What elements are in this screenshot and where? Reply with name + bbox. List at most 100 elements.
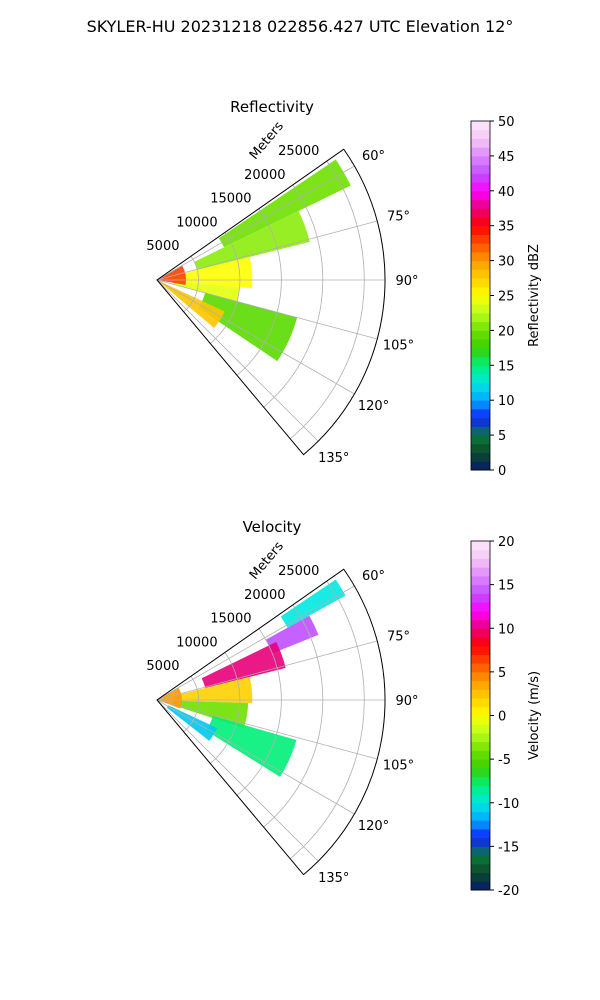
range-ring	[289, 160, 365, 440]
colorbar-swatch	[471, 129, 490, 139]
azimuth-gridline	[156, 640, 378, 701]
colorbar-swatch	[471, 628, 490, 638]
colorbar-swatch	[471, 776, 490, 786]
colorbar-swatch	[471, 575, 490, 586]
colorbar-swatch	[471, 417, 490, 427]
range-ring	[210, 652, 241, 764]
colorbar-swatch	[471, 461, 490, 471]
echo-region	[173, 281, 240, 302]
colorbar-swatch	[471, 820, 490, 830]
colorbar-swatch	[471, 584, 490, 594]
radar-data	[157, 579, 346, 777]
range-tick-label: 25000	[278, 144, 319, 159]
range-tick-label: 5000	[146, 239, 179, 254]
colorbar-swatch	[471, 741, 490, 751]
azimuth-tick-label: 120°	[358, 399, 389, 414]
range-ring	[183, 675, 199, 733]
azimuth-gridline	[156, 279, 319, 442]
colorbar-swatch	[471, 121, 490, 131]
colorbar-swatch	[471, 541, 490, 551]
colorbar-swatch	[471, 610, 490, 621]
colorbar-tick-label: -20	[498, 884, 519, 899]
azimuth-gridline	[156, 699, 378, 760]
colorbar-swatch	[471, 225, 490, 235]
colorbar-tick-label: 10	[498, 622, 515, 637]
colorbar-swatch	[471, 767, 490, 778]
colorbar-tick-label: 0	[498, 710, 506, 725]
colorbar-swatch	[471, 680, 490, 690]
echo-region	[173, 676, 253, 704]
colorbar-swatch	[471, 863, 490, 874]
range-ring	[236, 628, 282, 796]
range-tick-label: 10000	[176, 635, 217, 650]
range-tick-label: 5000	[146, 659, 179, 674]
range-ring	[236, 208, 282, 376]
colorbar-swatch	[471, 330, 490, 340]
colorbar-swatch	[471, 759, 490, 769]
colorbar-tick-label: 15	[498, 579, 515, 594]
colorbar-label: Reflectivity dBZ	[527, 244, 542, 347]
colorbar-tick-label: -10	[498, 797, 519, 812]
colorbar-swatch	[471, 443, 490, 454]
colorbar-tick-label: 5	[498, 429, 506, 444]
echo-region	[206, 715, 297, 777]
colorbar-swatch	[471, 732, 490, 743]
colorbar-swatch	[471, 190, 490, 201]
azimuth-tick-label: 105°	[383, 339, 414, 354]
colorbar-tick-label: 40	[498, 185, 515, 200]
colorbar-swatch	[471, 837, 490, 847]
colorbar-swatch	[471, 260, 490, 270]
colorbar-swatch	[471, 234, 490, 244]
colorbar-swatch	[471, 147, 490, 157]
panel-title: Reflectivity	[230, 98, 314, 116]
range-tick-label: 25000	[278, 564, 319, 579]
colorbar-swatch	[471, 382, 490, 392]
echo-region	[194, 210, 310, 270]
azimuth-tick-label: 120°	[358, 819, 389, 834]
colorbar-tick-label: 5	[498, 666, 506, 681]
colorbar-swatch	[471, 400, 490, 410]
colorbar-swatch	[471, 750, 490, 760]
velocity-panel: Velocity 5000 10000 15000 20000 25000 60° 75° 90…	[146, 518, 542, 899]
azimuth-gridline	[156, 279, 378, 340]
colorbar-swatch	[471, 269, 490, 279]
colorbar-swatch	[471, 164, 490, 174]
colorbar-tick-label: 30	[498, 255, 515, 270]
colorbar: -20 -15 -10 -5 0 5 10 15 20 Velocity (m/s)	[470, 535, 542, 899]
colorbar-swatch	[471, 558, 490, 568]
colorbar-swatch	[471, 155, 490, 166]
azimuth-gridline	[156, 585, 355, 701]
colorbar-tick-label: 10	[498, 394, 515, 409]
colorbar-swatch	[471, 872, 490, 882]
range-tick-label: 20000	[244, 168, 285, 183]
range-ring	[183, 255, 199, 313]
colorbar-swatch	[471, 304, 490, 314]
colorbar-tick-label: 45	[498, 150, 515, 165]
echo-region	[173, 256, 253, 289]
colorbar-tick-label: 50	[498, 115, 515, 130]
echo-region	[157, 687, 182, 709]
colorbar-tick-label: 20	[498, 324, 515, 339]
colorbar-swatch	[471, 452, 490, 462]
range-tick-label: 15000	[210, 192, 251, 207]
colorbar-swatch	[471, 295, 490, 305]
azimuth-tick-label: 75°	[387, 209, 410, 224]
colorbar-swatch	[471, 138, 490, 148]
colorbar-swatch	[471, 356, 490, 366]
colorbar-swatch	[471, 199, 490, 209]
colorbar-tick-label: 15	[498, 359, 515, 374]
colorbar-swatch	[471, 802, 490, 812]
range-ring	[210, 232, 241, 344]
colorbar-swatch	[471, 251, 490, 262]
colorbar-swatch	[471, 715, 490, 725]
colorbar-swatch	[471, 654, 490, 664]
colorbar-swatch	[471, 828, 490, 839]
azimuth-tick-label: 135°	[318, 871, 349, 886]
colorbar-swatch	[471, 374, 490, 384]
colorbar-swatch	[471, 593, 490, 603]
colorbar-swatch	[471, 208, 490, 218]
colorbar-swatch	[471, 619, 490, 629]
colorbar-tick-label: 35	[498, 220, 515, 235]
azimuth-tick-label: 135°	[318, 451, 349, 466]
colorbar-swatch	[471, 846, 490, 856]
